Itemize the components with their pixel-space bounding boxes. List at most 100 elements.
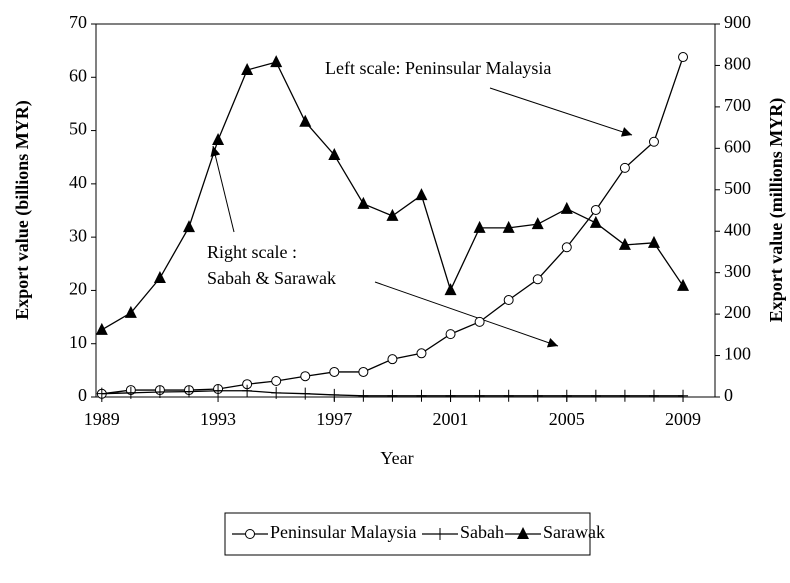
marker-triangle (531, 217, 544, 230)
marker-plus (678, 389, 689, 402)
y2-tick-label: 200 (724, 302, 751, 322)
marker-triangle (473, 220, 486, 233)
y2-tick-label: 500 (724, 178, 751, 198)
marker-triangle (502, 220, 515, 233)
annotation: Left scale: Peninsular Malaysia (325, 58, 551, 78)
y-tick-label: 70 (69, 12, 87, 32)
marker-plus (445, 389, 456, 402)
marker-triangle (444, 283, 457, 296)
marker-circle (329, 366, 340, 377)
y-tick-label: 10 (69, 332, 87, 352)
marker-triangle (357, 196, 370, 209)
marker-triangle (589, 215, 602, 228)
x-tick-label: 2001 (433, 409, 469, 429)
y-tick-label: 20 (69, 279, 87, 299)
marker-triangle (124, 305, 137, 318)
marker-circle (474, 316, 485, 327)
marker-plus (271, 386, 282, 399)
marker-circle (245, 529, 255, 539)
marker-plus (213, 384, 224, 397)
marker-triangle (182, 220, 195, 233)
legend-label: Sarawak (543, 522, 605, 542)
arrow (489, 87, 633, 137)
marker-circle (619, 162, 630, 173)
y2-tick-label: 900 (724, 12, 751, 32)
marker-triangle (299, 114, 312, 127)
marker-plus (474, 389, 485, 402)
marker-plus (532, 389, 543, 402)
y-tick-label: 30 (69, 225, 87, 245)
marker-triangle (415, 188, 428, 201)
y2-tick-label: 0 (724, 385, 733, 405)
marker-plus (154, 386, 165, 399)
marker-plus (648, 389, 659, 402)
legend-label: Peninsular Malaysia (270, 522, 416, 542)
marker-circle (678, 52, 689, 63)
marker-plus (387, 389, 398, 402)
marker-plus (358, 389, 369, 402)
y2-tick-label: 700 (724, 95, 751, 115)
y-tick-label: 40 (69, 172, 87, 192)
arrow (374, 281, 559, 348)
marker-circle (561, 242, 572, 253)
x-tick-label: 1993 (200, 409, 236, 429)
marker-plus (561, 389, 572, 402)
x-tick-label: 2009 (665, 409, 701, 429)
marker-plus (619, 389, 630, 402)
marker-circle (590, 204, 601, 215)
marker-triangle (328, 147, 341, 160)
marker-plus (503, 389, 514, 402)
marker-triangle (212, 133, 225, 146)
x-tick-label: 1989 (84, 409, 120, 429)
marker-plus (242, 384, 253, 397)
arrow (210, 145, 235, 233)
marker-circle (445, 329, 456, 340)
legend (224, 512, 591, 556)
marker-plus (416, 389, 427, 402)
y2-tick-label: 100 (724, 344, 751, 364)
x-tick-label: 2005 (549, 409, 585, 429)
series-line (101, 61, 684, 331)
marker-circle (416, 348, 427, 359)
marker-plus (96, 387, 107, 400)
y-tick-label: 0 (78, 385, 87, 405)
marker-plus (183, 385, 194, 398)
marker-circle (648, 136, 659, 147)
marker-triangle (618, 237, 631, 250)
marker-triangle (517, 527, 529, 539)
x-tick-label: 1997 (316, 409, 352, 429)
marker-triangle (270, 55, 283, 68)
marker-circle (387, 354, 398, 365)
marker-plus (435, 528, 445, 540)
marker-circle (532, 274, 543, 285)
marker-plus (329, 388, 340, 401)
y-tick-label: 60 (69, 65, 87, 85)
marker-triangle (677, 278, 690, 291)
marker-triangle (560, 201, 573, 214)
y2-tick-label: 300 (724, 261, 751, 281)
y2-tick-label: 800 (724, 54, 751, 74)
marker-plus (300, 387, 311, 400)
marker-triangle (386, 208, 399, 221)
y2-axis-label: Export value (millions MYR) (766, 98, 787, 323)
marker-triangle (95, 322, 108, 335)
annotation: Sabah & Sarawak (207, 268, 336, 288)
marker-triangle (647, 235, 660, 248)
marker-plus (125, 386, 136, 399)
marker-triangle (241, 63, 254, 76)
marker-circle (300, 371, 311, 382)
marker-circle (503, 295, 514, 306)
y2-tick-label: 600 (724, 136, 751, 156)
marker-circle (271, 376, 282, 387)
legend-label: Sabah (460, 522, 504, 542)
plot-frame (95, 23, 716, 398)
annotation: Right scale : (207, 242, 297, 262)
y-tick-label: 50 (69, 119, 87, 139)
marker-plus (590, 389, 601, 402)
y2-tick-label: 400 (724, 219, 751, 239)
x-axis-label: Year (380, 448, 413, 468)
marker-triangle (153, 271, 166, 284)
marker-circle (358, 366, 369, 377)
y-axis-label: Export value (billions MYR) (12, 100, 33, 320)
